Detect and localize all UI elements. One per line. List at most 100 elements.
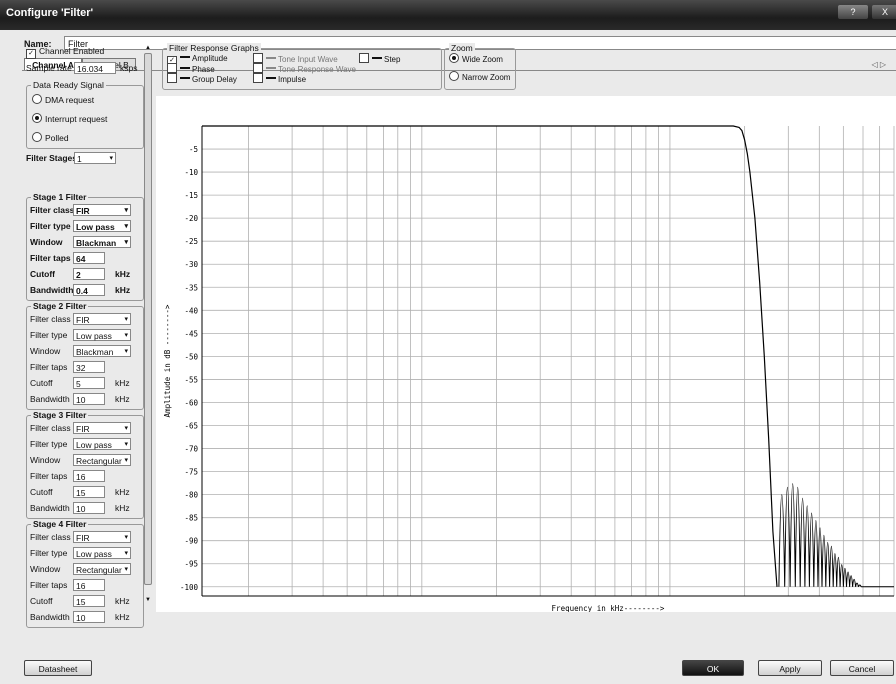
dma-request-label: DMA request: [45, 95, 95, 105]
y-tick-label: -25: [184, 237, 198, 246]
cutoff-field[interactable]: 5: [73, 377, 105, 389]
step-checkbox[interactable]: [359, 53, 369, 63]
scroll-up-icon[interactable]: ▲: [145, 45, 151, 51]
filter-class-select[interactable]: FIR: [73, 204, 131, 217]
filter-class-select[interactable]: FIR: [73, 531, 131, 544]
filter-taps-label: Filter taps: [30, 471, 68, 481]
polled-option[interactable]: Polled: [32, 132, 69, 144]
wide-zoom-option[interactable]: Wide Zoom: [449, 53, 503, 65]
tone-input-wave-checkbox[interactable]: [253, 53, 263, 63]
filter-type-select[interactable]: Low pass: [73, 329, 131, 342]
graph-option-tone-response-wave[interactable]: Tone Response Wave: [253, 63, 356, 75]
impulse-checkbox[interactable]: [253, 73, 263, 83]
settings-scrollbar[interactable]: ▲ ▼: [144, 45, 152, 603]
narrow-zoom-option[interactable]: Narrow Zoom: [449, 71, 510, 83]
y-axis-label: Amplitude in dB -------->: [163, 304, 172, 417]
y-tick-label: -60: [184, 398, 198, 407]
bandwidth-field[interactable]: 10: [73, 502, 105, 514]
y-tick-label: -75: [184, 468, 198, 477]
scroll-thumb[interactable]: [144, 53, 152, 585]
y-tick-label: -85: [184, 514, 198, 523]
x-axis-label: Frequency in kHz-------->: [552, 604, 665, 612]
cutoff-field[interactable]: 15: [73, 595, 105, 607]
filter-class-select[interactable]: FIR: [73, 313, 131, 326]
cutoff-label: Cutoff: [30, 269, 56, 279]
y-tick-label: -5: [189, 145, 198, 154]
filter-taps-field[interactable]: 64: [73, 252, 105, 264]
tone-response-wave-checkbox[interactable]: [253, 63, 263, 73]
bandwidth-field[interactable]: 10: [73, 611, 105, 623]
dma-request-radio[interactable]: [32, 94, 42, 104]
cutoff-field[interactable]: 15: [73, 486, 105, 498]
scroll-down-icon[interactable]: ▼: [145, 597, 151, 603]
bandwidth-label: Bandwidth: [30, 285, 74, 295]
window-select[interactable]: Blackman: [73, 345, 131, 358]
wide-zoom-label: Wide Zoom: [462, 55, 503, 64]
y-tick-label: -15: [184, 191, 198, 200]
name-field[interactable]: Filter: [64, 36, 896, 50]
bandwidth-field[interactable]: 0.4: [73, 284, 105, 296]
filter-type-select[interactable]: Low pass: [73, 547, 131, 560]
apply-button[interactable]: Apply: [758, 660, 822, 676]
graph-option-impulse[interactable]: Impulse: [253, 73, 306, 85]
channel-enabled-checkbox[interactable]: ✓: [26, 49, 36, 59]
window-select[interactable]: Rectangular: [73, 563, 131, 576]
filter-stages-select[interactable]: 1: [74, 152, 116, 165]
amplitude-chart-svg: 0.020.030.040.050.060.070.080.090.10.20.…: [163, 125, 896, 629]
filter-type-label: Filter type: [30, 330, 68, 340]
graph-option-phase[interactable]: Phase: [167, 63, 215, 75]
filter-taps-field[interactable]: 16: [73, 470, 105, 482]
bandwidth-unit: kHz: [115, 394, 130, 404]
graph-option-step[interactable]: Step: [359, 53, 400, 65]
wide-zoom-radio[interactable]: [449, 53, 459, 63]
y-tick-label: -30: [184, 260, 198, 269]
phase-checkbox[interactable]: [167, 63, 177, 73]
filter-class-select[interactable]: FIR: [73, 422, 131, 435]
y-tick-label: -55: [184, 375, 198, 384]
tone-input-wave-label: Tone Input Wave: [278, 55, 338, 64]
tab-scroll-arrows-icon[interactable]: ◁ ▷: [871, 60, 886, 69]
datasheet-button[interactable]: Datasheet: [24, 660, 92, 676]
graph-option-tone-input-wave[interactable]: Tone Input Wave: [253, 53, 338, 65]
interrupt-request-option[interactable]: Interrupt request: [32, 113, 107, 125]
ok-button[interactable]: OK: [682, 660, 744, 676]
amplitude-label: Amplitude: [192, 54, 228, 63]
filter-type-label: Filter type: [30, 221, 71, 231]
filter-taps-label: Filter taps: [30, 253, 71, 263]
settings-panel: ✓ Channel Enabled Sample rate 16.034 ksps…: [26, 45, 144, 628]
zoom-title: Zoom: [449, 43, 475, 53]
sample-rate-field[interactable]: 16.034: [74, 62, 116, 74]
impulse-label: Impulse: [278, 75, 307, 84]
filter-type-select[interactable]: Low pass: [73, 438, 131, 451]
polled-radio[interactable]: [32, 132, 42, 142]
narrow-zoom-radio[interactable]: [449, 71, 459, 81]
cancel-button[interactable]: Cancel: [830, 660, 894, 676]
tone-response-wave-label: Tone Response Wave: [278, 65, 356, 74]
tab-panel: [22, 70, 896, 643]
graph-option-group-delay[interactable]: Group Delay: [167, 73, 237, 85]
amplitude-chart: 0.020.030.040.050.060.070.080.090.10.20.…: [156, 96, 896, 629]
y-tick-label: -35: [184, 283, 198, 292]
y-tick-label: -20: [184, 214, 198, 223]
filter-class-label: Filter class: [30, 314, 71, 324]
legend-line-icon: [266, 77, 276, 79]
y-tick-label: -50: [184, 352, 198, 361]
bandwidth-field[interactable]: 10: [73, 393, 105, 405]
group-delay-checkbox[interactable]: [167, 73, 177, 83]
filter-taps-field[interactable]: 32: [73, 361, 105, 373]
window-select[interactable]: Blackman: [73, 236, 131, 249]
channel-enabled-row[interactable]: ✓ Channel Enabled: [26, 45, 104, 59]
amplitude-trace: [202, 125, 778, 587]
close-button[interactable]: X: [872, 5, 896, 19]
cutoff-field[interactable]: 2: [73, 268, 105, 280]
help-button[interactable]: ?: [838, 5, 868, 19]
filter-type-select[interactable]: Low pass: [73, 220, 131, 233]
cutoff-unit: kHz: [115, 378, 130, 388]
filter-taps-field[interactable]: 16: [73, 579, 105, 591]
legend-line-icon: [372, 57, 382, 59]
legend-line-icon: [180, 56, 190, 58]
group-delay-label: Group Delay: [192, 75, 237, 84]
window-select[interactable]: Rectangular: [73, 454, 131, 467]
interrupt-request-radio[interactable]: [32, 113, 42, 123]
dma-request-option[interactable]: DMA request: [32, 94, 94, 106]
